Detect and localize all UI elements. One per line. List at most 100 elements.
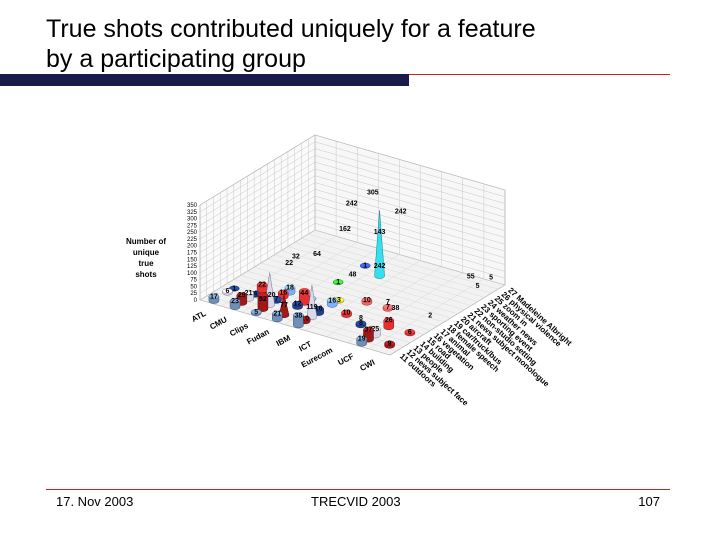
title-underline-rule (409, 74, 670, 75)
group-label: UCF (337, 352, 356, 368)
bar-value-label: 26 (385, 317, 393, 324)
bar-fudan-f15: 44 (299, 288, 310, 306)
group-label: CWI (358, 358, 376, 373)
bar-value-label: 44 (300, 290, 308, 297)
floor-line (308, 233, 499, 290)
bar-value-label: 25 (371, 326, 379, 333)
annotation-label: 8 (359, 315, 363, 322)
bar-ibm-f16: 16 (326, 297, 338, 308)
footer-event: TRECVID 2003 (311, 494, 401, 509)
floor-line (254, 266, 445, 323)
bar-top (356, 335, 367, 342)
bar-top (272, 310, 283, 317)
bar-value-label: 77 (280, 302, 288, 309)
bar-ict-f18: 10 (361, 297, 373, 306)
bar-value-label: 10 (343, 309, 351, 316)
bar-top (208, 293, 220, 300)
bar-top (384, 340, 395, 347)
bar-top (222, 288, 233, 294)
bar-value-label: 242 (374, 263, 386, 270)
bar-value-label: 38 (294, 312, 302, 319)
z-tick-label: 250 (187, 230, 198, 236)
bar-value-label: 9 (388, 340, 392, 347)
bar-value-label: 6 (408, 329, 412, 336)
bar-value-label: 52 (259, 296, 267, 303)
bar-value-label: 8 (359, 320, 363, 327)
z-tick-label: 325 (187, 210, 198, 216)
title-line-2: by a participating group (46, 45, 306, 73)
bar-value-label: 19 (358, 336, 366, 343)
z-axis-title-line: Number of (126, 237, 166, 246)
z-tick-label: 350 (187, 203, 198, 209)
bar-value-label: 1 (336, 279, 340, 286)
annotation-label: 305 (367, 189, 379, 196)
z-tick-label: 300 (187, 217, 198, 223)
bar-top (361, 297, 373, 303)
bar-value-label: 6 (226, 288, 230, 295)
bar-value-label: 10 (301, 316, 309, 323)
bar-top (250, 309, 262, 315)
z-axis-title-line: shots (135, 270, 157, 279)
annotation-label: 38 (392, 305, 400, 312)
bar-value-label: 21 (245, 290, 253, 297)
bar-value-label: 21 (273, 311, 281, 318)
group-label: ICT (297, 339, 313, 353)
bar-top (383, 317, 394, 323)
bar-value-label: 7 (386, 304, 390, 311)
z-tick-label: 125 (187, 264, 198, 270)
title-underline-bar (0, 74, 409, 86)
floor-line (326, 266, 442, 337)
bar-value-label: 7 (275, 296, 279, 303)
annotation-label: 242 (395, 208, 407, 215)
group-label: CMU (208, 315, 229, 332)
z-tick-label: 25 (190, 291, 197, 297)
z-tick-label: 200 (187, 244, 198, 250)
bar-fudan-f20: 1 (332, 279, 344, 286)
bar-top (257, 292, 269, 298)
z-axis-title-line: true (138, 259, 154, 268)
group-label: Fudan (245, 327, 271, 346)
bar-top (382, 304, 394, 310)
bar-atl-f13: 6 (222, 288, 233, 296)
bar-value-label: 29 (238, 292, 246, 299)
bar-top (327, 297, 338, 304)
bar-value-label: 4 (253, 291, 257, 298)
bar-top (299, 288, 310, 294)
footer-date: 17. Nov 2003 (56, 494, 134, 509)
floor-line (294, 242, 485, 298)
annotation-label: 48 (349, 271, 357, 278)
footer-page-number: 107 (638, 494, 660, 509)
bar-eurecom-f18: 7 (382, 304, 394, 312)
annotation-label: 162 (339, 226, 351, 233)
bar-value-label: 23 (231, 298, 239, 305)
bar-value-label: 16 (315, 306, 323, 313)
bar-top (332, 279, 344, 285)
bar-top (404, 329, 416, 335)
annotation-label: 5 (476, 283, 480, 290)
footer-rule (46, 489, 670, 490)
bar-value-label: 1 (363, 263, 367, 270)
bar-value-label: 16 (279, 289, 287, 296)
bar-clips-f12: 52 (257, 292, 269, 312)
bar-value-label: 3 (337, 297, 341, 304)
bar-ucf-f15: 26 (383, 317, 395, 331)
bar-ucf-f11: 19 (356, 335, 367, 347)
bar-fudan-f24: 1 (359, 263, 371, 270)
floor-line (267, 258, 458, 315)
bar-clips-f11: 5 (250, 309, 262, 316)
group-label: Clips (228, 321, 250, 338)
z-axis-title-line: unique (133, 248, 160, 257)
bar-fudan-f11: 21 (272, 310, 283, 323)
annotation-label: 242 (346, 200, 358, 207)
annotation-label: 7 (386, 299, 390, 306)
annotation-label: 55 (467, 273, 475, 280)
bar-top (284, 285, 296, 291)
bar-ibm-f11: 38 (293, 312, 304, 329)
bar-top (341, 309, 352, 316)
z-tick-label: 50 (190, 284, 197, 290)
bar-value-label: 12 (294, 301, 302, 308)
slide-title: True shots contributed uniquely for a fe… (46, 14, 646, 74)
z-tick-label: 0 (194, 298, 198, 304)
